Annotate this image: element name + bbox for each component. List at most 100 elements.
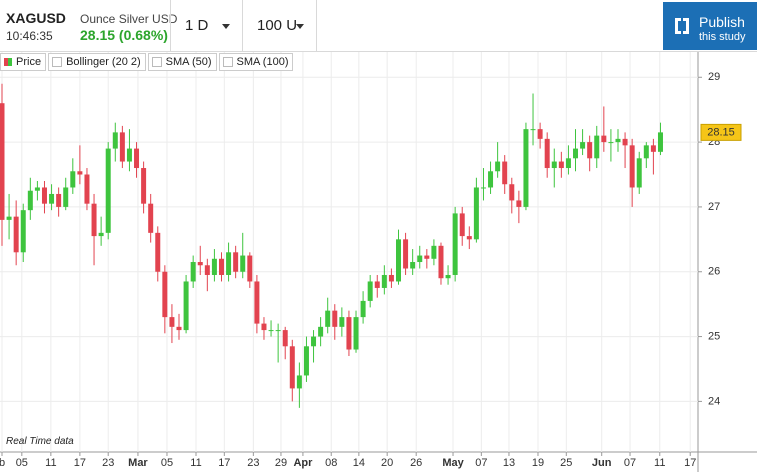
x-tick-label: 17	[218, 457, 230, 469]
candle-body	[91, 203, 97, 237]
candle-body	[0, 103, 5, 220]
candle-body	[459, 213, 465, 237]
candle-body	[6, 216, 12, 220]
candle-body	[112, 132, 118, 149]
publish-sublabel: this study	[699, 31, 746, 43]
x-tick-label: 29	[275, 457, 287, 469]
candle-body	[240, 255, 246, 272]
x-tick-label: 07	[475, 457, 487, 469]
candle-body	[84, 174, 90, 204]
candle-body	[601, 135, 607, 143]
legend-swatch	[222, 57, 233, 67]
candle-body	[374, 281, 380, 288]
legend-label: SMA (100)	[236, 56, 289, 68]
candle-body	[629, 145, 635, 188]
candle-body	[41, 187, 47, 204]
last-price-label: 28.15	[707, 126, 735, 138]
legend-item[interactable]: Price	[0, 53, 47, 71]
candle-body	[190, 262, 196, 282]
candle-body	[77, 171, 83, 175]
candle-body	[509, 184, 515, 201]
candle-body	[20, 210, 26, 253]
candle-body	[388, 274, 394, 282]
candle-body	[211, 258, 217, 275]
candle-body	[70, 171, 76, 188]
candle-body	[615, 138, 621, 143]
interval: 1 D	[185, 17, 209, 34]
legend-swatch	[4, 58, 12, 66]
candle-body	[466, 236, 472, 240]
candle-body	[431, 245, 437, 259]
legend-item[interactable]: Bollinger (20 2)	[48, 53, 146, 71]
candle-body	[233, 252, 239, 272]
candle-body	[204, 265, 210, 275]
candle-body	[580, 142, 586, 149]
candle-body	[622, 138, 628, 146]
candle-body	[381, 274, 387, 288]
x-tick-label: 23	[247, 457, 259, 469]
candle-body	[608, 142, 614, 144]
candle-body	[13, 216, 19, 253]
candle-body	[254, 281, 260, 324]
candle-body	[537, 129, 543, 139]
candle-body	[495, 161, 501, 172]
header: XAGUSD Ounce Silver USD 10:46:35 28.15 (…	[0, 0, 757, 52]
legend-item[interactable]: SMA (100)	[218, 53, 294, 71]
candle-body	[247, 255, 253, 282]
candle-body	[396, 239, 402, 282]
candle-body	[311, 336, 317, 347]
units-dropdown[interactable]: 100 U	[242, 0, 317, 51]
candle-body	[141, 168, 147, 204]
candle-body	[657, 132, 663, 152]
candle-body	[417, 255, 423, 263]
x-tick-label: 07	[624, 457, 636, 469]
candle-body	[636, 158, 642, 188]
x-tick-label: b	[0, 457, 5, 469]
publish-button[interactable]: Publish this study	[663, 2, 757, 50]
x-tick-label: May	[442, 457, 464, 469]
candle-body	[424, 255, 430, 259]
candle-body	[289, 346, 295, 389]
candle-body	[530, 129, 536, 131]
legend-label: Bollinger (20 2)	[66, 56, 141, 68]
units: 100 U	[257, 17, 298, 34]
candle-body	[650, 145, 656, 152]
y-tick-label: 25	[708, 330, 720, 342]
legend-item[interactable]: SMA (50)	[147, 53, 217, 71]
candle-body	[268, 330, 274, 332]
candle-body	[303, 346, 309, 376]
candle-body	[98, 232, 104, 237]
candle-body	[296, 375, 302, 389]
candle-body	[445, 274, 451, 279]
candle-body	[119, 132, 125, 162]
candle-body	[346, 317, 352, 350]
x-tick-label: 11	[190, 457, 201, 469]
legend-swatch	[151, 57, 162, 67]
symbol[interactable]: XAGUSD	[6, 10, 66, 26]
x-tick-label: 25	[560, 457, 572, 469]
x-tick-label: 05	[161, 457, 173, 469]
candle-body	[643, 145, 649, 159]
candle-body	[339, 317, 345, 327]
candle-body	[34, 187, 40, 191]
candle-body	[594, 135, 600, 159]
candle-body	[162, 271, 168, 318]
x-tick-label: 08	[325, 457, 337, 469]
candle-body	[63, 187, 69, 207]
x-tick-label: Jun	[592, 457, 612, 469]
candle-body	[27, 190, 33, 211]
publish-label: Publish	[699, 14, 745, 30]
candle-body	[558, 161, 564, 169]
candle-body	[183, 281, 189, 331]
x-tick-label: 14	[353, 457, 365, 469]
x-tick-label: 26	[410, 457, 422, 469]
candle-body	[126, 148, 132, 162]
candle-body	[155, 232, 161, 272]
x-tick-label: 17	[74, 457, 86, 469]
candle-body	[516, 200, 522, 207]
interval-dropdown[interactable]: 1 D	[170, 0, 242, 51]
candle-body	[275, 330, 281, 332]
x-tick-label: 11	[654, 457, 665, 469]
candle-body	[565, 158, 571, 169]
